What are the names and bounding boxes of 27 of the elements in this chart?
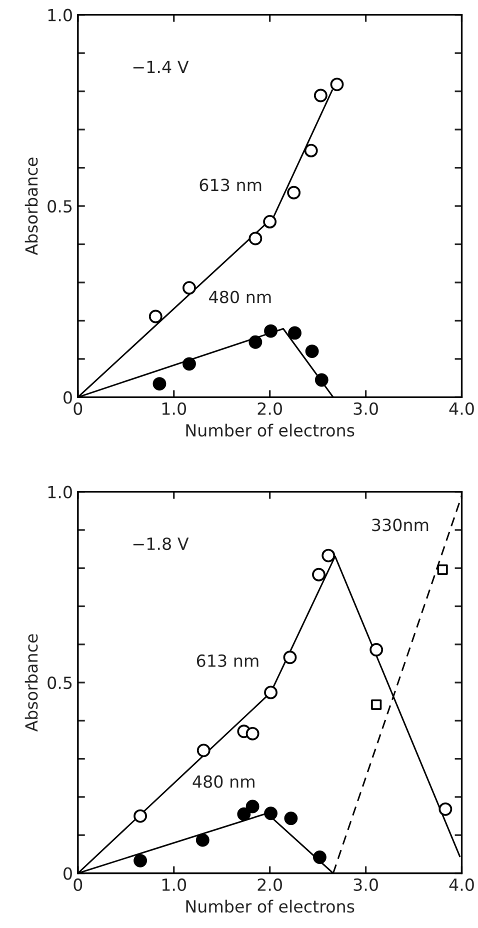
y-axis-title: Absorbance — [24, 634, 38, 732]
x-tick-label: 3.0 — [354, 878, 378, 892]
x-tick-label: 4.0 — [449, 878, 474, 892]
y-tick-label: 0.5 — [48, 676, 72, 690]
annotation: 330nm — [372, 518, 428, 532]
annotation: 613 nm — [200, 178, 262, 192]
x-tick-label: 4.0 — [449, 402, 474, 415]
x-tick-label: 2.0 — [258, 402, 282, 415]
x-tick-label: 1.0 — [162, 878, 186, 892]
y-tick-label: 1.0 — [48, 486, 72, 498]
x-axis-title: Number of electrons — [186, 424, 354, 437]
y-tick-label: 0 — [64, 391, 72, 404]
x-tick-label: 0 — [74, 878, 82, 892]
x-axis-title: Number of electrons — [186, 900, 354, 913]
y-axis-title: Absorbance — [24, 158, 38, 256]
x-tick-label: 2.0 — [258, 878, 282, 892]
x-tick-label: 1.0 — [162, 402, 186, 415]
y-tick-label: 1.0 — [48, 8, 72, 22]
annotation: 613 nm — [196, 654, 258, 668]
y-tick-label: 0 — [64, 867, 72, 880]
annotation: 480 nm — [209, 290, 271, 304]
y-tick-label: 0.5 — [48, 200, 72, 213]
annotation: −1.8 V — [133, 537, 189, 550]
annotation: −1.4 V — [133, 60, 189, 73]
x-tick-label: 0 — [74, 402, 82, 415]
x-tick-label: 3.0 — [354, 402, 378, 415]
annotation: 480 nm — [192, 775, 254, 788]
